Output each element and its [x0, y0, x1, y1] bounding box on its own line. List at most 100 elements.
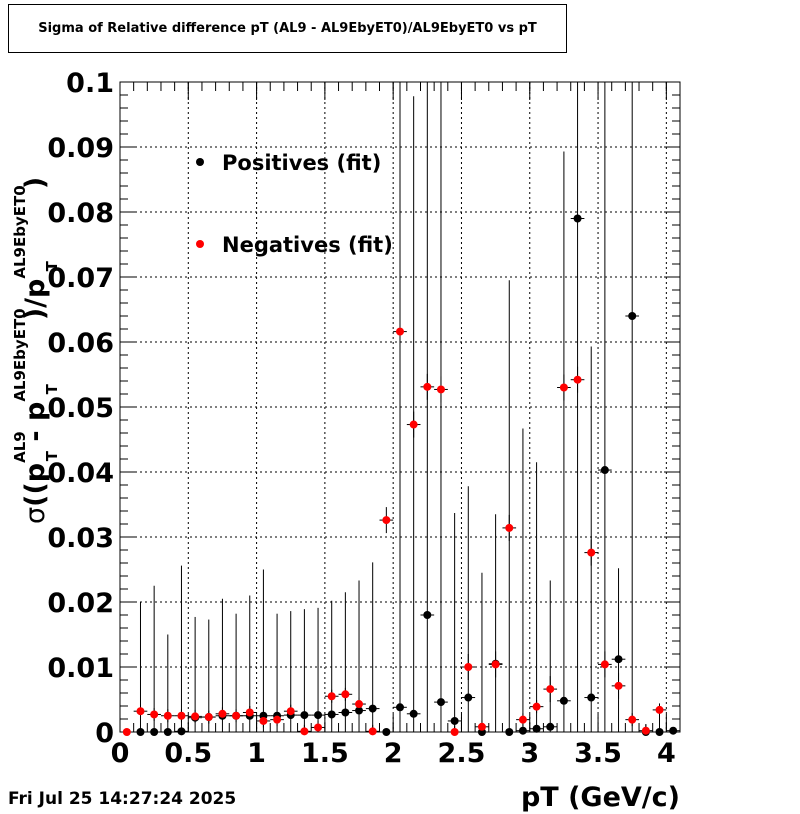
- y-label-sub-t1: T: [43, 450, 61, 461]
- data-point-positives: [655, 728, 664, 736]
- data-point-negatives: [546, 685, 555, 694]
- data-point-negatives: [614, 681, 623, 690]
- data-point-positives: [368, 704, 377, 713]
- data-point-negatives: [409, 420, 418, 429]
- data-point-positives: [150, 728, 159, 736]
- y-label-sup-ebyet0-2: AL9EbyET0: [11, 185, 29, 278]
- data-point-positives: [177, 727, 186, 736]
- series-negatives: [120, 312, 667, 736]
- series-positives: [133, 82, 680, 736]
- data-point-negatives: [532, 702, 541, 711]
- x-tick-label: 0: [111, 738, 130, 769]
- data-point-negatives: [273, 715, 282, 724]
- data-point-positives: [423, 611, 432, 619]
- y-tick-label: 0.05: [47, 393, 114, 424]
- y-axis-label: σ((pAL9 T - pAL9EbyET0 T)/pAL9EbyET0 T): [11, 177, 61, 524]
- data-point-negatives: [518, 715, 527, 724]
- data-point-positives: [464, 693, 473, 702]
- x-tick-label: 4: [657, 738, 676, 769]
- data-point-positives: [436, 698, 445, 707]
- data-point-negatives: [423, 382, 432, 391]
- x-tick-label: 3: [520, 738, 539, 769]
- data-point-negatives: [464, 663, 473, 671]
- y-label-sup-al9: AL9: [11, 431, 29, 463]
- data-point-positives: [327, 710, 336, 719]
- data-point-negatives: [368, 727, 377, 736]
- data-point-negatives: [355, 700, 364, 709]
- y-label-slash: )/p: [20, 279, 51, 321]
- x-tick-label: 2.5: [438, 738, 486, 769]
- data-point-negatives: [491, 660, 500, 669]
- data-point-negatives: [436, 385, 445, 394]
- y-label-sigma: σ: [20, 507, 51, 524]
- x-tick-label: 1.5: [301, 738, 349, 769]
- data-point-negatives: [573, 375, 582, 384]
- y-label-sup-ebyet0-1: AL9EbyET0: [11, 308, 29, 401]
- x-tick-label: 1: [247, 738, 266, 769]
- data-point-negatives: [300, 727, 309, 736]
- data-point-negatives: [341, 690, 350, 699]
- y-tick-label: 0.02: [47, 588, 114, 619]
- data-point-negatives: [204, 713, 213, 722]
- data-point-positives: [300, 711, 309, 720]
- data-point-negatives: [505, 523, 514, 532]
- chart-title: Sigma of Relative difference pT (AL9 - A…: [8, 4, 567, 53]
- data-point-positives: [450, 716, 459, 725]
- y-tick-label: 0.07: [47, 263, 114, 294]
- legend-label-positives: Positives (fit): [222, 151, 381, 175]
- y-tick-label: 0: [95, 718, 114, 749]
- legend: Positives (fit) Negatives (fit): [196, 151, 393, 257]
- y-label-sub-t3: T: [43, 260, 61, 271]
- data-point-negatives: [136, 707, 145, 716]
- y-tick-label: 0.01: [47, 653, 114, 684]
- data-point-positives: [532, 724, 541, 733]
- data-point-negatives: [218, 709, 227, 718]
- data-point-negatives: [450, 728, 459, 736]
- data-point-positives: [600, 466, 609, 475]
- y-axis-ticks: 0 0.01 0.02 0.03 0.04 0.05 0.06 0.07 0.08 0.09 0.1: [47, 68, 680, 749]
- data-point-positives: [614, 655, 623, 664]
- data-point-negatives: [122, 728, 131, 736]
- data-point-negatives: [327, 692, 336, 701]
- legend-marker-positives: [196, 158, 204, 166]
- y-label-sub-t2: T: [43, 383, 61, 394]
- data-point-negatives: [655, 705, 664, 714]
- y-label-open: ((p: [20, 463, 51, 507]
- data-point-negatives: [163, 711, 172, 720]
- data-point-positives: [518, 726, 527, 735]
- x-tick-label: 2: [384, 738, 403, 769]
- y-label-close: ): [20, 177, 51, 189]
- data-point-positives: [669, 726, 678, 735]
- y-tick-label: 0.08: [47, 198, 114, 229]
- y-tick-label: 0.04: [47, 458, 114, 489]
- x-tick-label: 3.5: [574, 738, 622, 769]
- data-point-negatives: [587, 548, 596, 557]
- data-point-positives: [136, 728, 145, 736]
- x-axis-label: pT (GeV/c): [521, 782, 680, 813]
- data-point-negatives: [559, 383, 568, 392]
- data-point-positives: [409, 709, 418, 718]
- data-point-positives: [396, 703, 404, 712]
- y-label-minus: - p: [20, 402, 51, 451]
- data-point-positives: [587, 693, 596, 702]
- data-point-negatives: [177, 711, 186, 720]
- data-point-positives: [559, 696, 568, 705]
- series-layer: [120, 82, 680, 736]
- data-point-positives: [573, 214, 582, 223]
- y-tick-label: 0.1: [66, 68, 114, 99]
- x-axis-ticks: 0 0.5 1 1.5 2 2.5 3 3.5 4: [111, 82, 676, 769]
- data-point-positives: [314, 711, 323, 720]
- data-point-negatives: [314, 723, 323, 732]
- data-point-positives: [505, 728, 514, 736]
- data-point-negatives: [191, 712, 200, 721]
- x-tick-label: 0.5: [164, 738, 212, 769]
- data-point-negatives: [286, 707, 295, 716]
- data-point-negatives: [396, 327, 404, 336]
- data-point-positives: [341, 708, 350, 717]
- data-point-positives: [382, 728, 391, 736]
- y-tick-label: 0.06: [47, 328, 114, 359]
- data-point-negatives: [477, 722, 486, 731]
- data-point-negatives: [245, 708, 254, 717]
- data-point-negatives: [628, 715, 637, 724]
